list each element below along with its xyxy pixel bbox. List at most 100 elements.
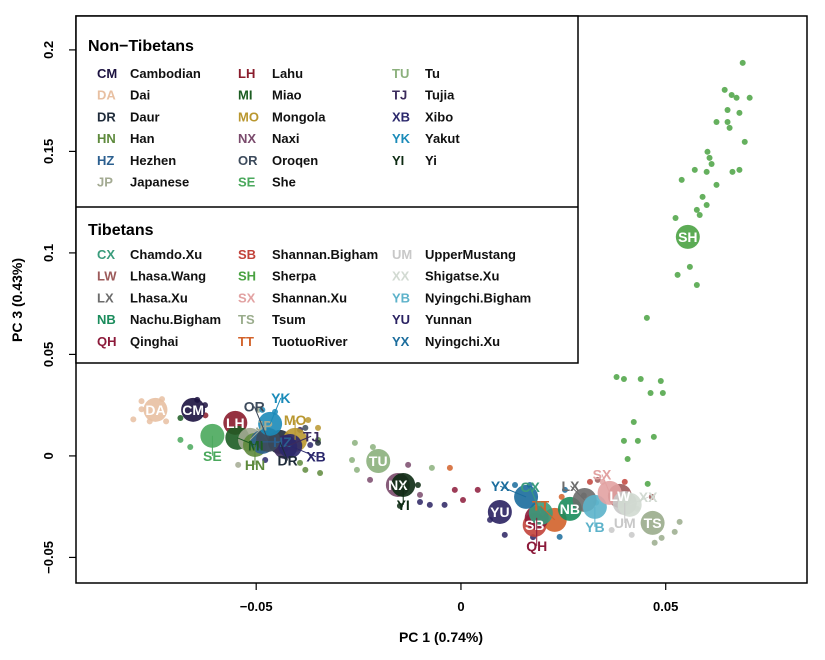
point-sh — [713, 118, 720, 125]
legend-item-sx: SX Shannan.Xu — [238, 290, 347, 305]
legend-item-tj: TJ Tujia — [392, 88, 455, 103]
point-yi — [396, 502, 403, 509]
centroid-label-yb: YB — [585, 506, 605, 535]
legend-item-tt: TT TuotuoRiver — [238, 334, 348, 349]
centroid-label-yk: YK — [269, 390, 291, 425]
leader-line — [601, 474, 611, 494]
legend-code: TS — [238, 312, 255, 327]
centroid-label-um: UM — [614, 503, 636, 531]
centroid-label-mi: MI — [237, 437, 264, 454]
point-sh — [650, 433, 657, 440]
point-da — [138, 406, 145, 413]
centroid-label: LW — [609, 488, 631, 504]
legend-item-or: OR Oroqen — [238, 153, 318, 168]
legend-code: YB — [392, 290, 410, 305]
y-tick-label: 0.2 — [41, 41, 56, 59]
leader-line — [629, 496, 649, 506]
centroid-label: LX — [562, 478, 581, 494]
legend-name: Oroqen — [272, 153, 318, 168]
point-ts — [651, 539, 658, 546]
centroid-label-ts: TS — [644, 515, 662, 531]
legend-name: Lhasa.Xu — [130, 290, 188, 305]
legend-name: Yunnan — [425, 312, 472, 327]
point-nx — [405, 461, 412, 468]
legend-code: DR — [97, 109, 116, 124]
legend-code: SH — [238, 269, 256, 284]
centroid-label-mo: MO — [284, 412, 306, 440]
legend-item-yk: YK Yakut — [392, 131, 460, 146]
centroid-label-se: SE — [203, 435, 222, 464]
legend-item-jp: JP Japanese — [97, 175, 189, 190]
leader-line — [570, 485, 585, 501]
centroid-label: OR — [244, 399, 265, 415]
legend-code: YI — [392, 153, 404, 168]
point-tt — [558, 493, 565, 500]
point-sh — [686, 263, 693, 270]
point-tu — [353, 466, 360, 473]
axes: −0.05 0 0.05 −0.05 0 0.05 0.1 0.15 0.2 — [41, 41, 678, 614]
legend-code: DA — [97, 88, 116, 103]
point-tt — [446, 464, 453, 471]
point-hn — [297, 459, 304, 466]
legend-code: XX — [392, 269, 410, 284]
centroid-sh — [675, 224, 700, 249]
point-sh — [678, 176, 685, 183]
point-sh — [620, 375, 627, 382]
point-sh — [728, 91, 735, 98]
point-sh — [704, 148, 711, 155]
legend-name: Tu — [425, 66, 440, 81]
legend-name: Lhasa.Wang — [130, 269, 206, 284]
legend-name: Qinghai — [130, 334, 178, 349]
point-sh — [706, 154, 713, 161]
legend-code: SE — [238, 175, 256, 190]
centroid-label: NX — [388, 477, 408, 493]
point-sh — [693, 206, 700, 213]
legend-item-dr: DR Daur — [97, 109, 160, 124]
point-jp — [235, 461, 242, 468]
point-mo — [305, 416, 312, 423]
point-tu — [428, 464, 435, 471]
legend-item-yx: YX Nyingchi.Xu — [392, 334, 500, 349]
point-sh — [721, 86, 728, 93]
leader-line — [289, 445, 317, 458]
x-tick-label: 0 — [457, 599, 464, 614]
centroid-label-xx: XX — [629, 489, 658, 506]
legend-code: UM — [392, 247, 412, 262]
point-yi — [414, 481, 421, 488]
centroid-label-cx: CX — [520, 479, 542, 514]
legend-name: Dai — [130, 88, 150, 103]
centroid-label: CM — [182, 402, 204, 418]
point-nx — [417, 491, 423, 498]
legend-item-ts: TS Tsum — [238, 312, 306, 327]
centroid-label-qh: QH — [526, 517, 547, 554]
leader-line — [253, 406, 269, 441]
legend-item-lw: LW Lhasa.Wang — [97, 269, 206, 284]
centroid-label-yi: YI — [397, 484, 410, 513]
point-qh — [474, 486, 481, 493]
legend-code: HZ — [97, 153, 114, 168]
legend-item-xx: XX Shigatse.Xu — [392, 269, 499, 284]
point-sh — [736, 166, 743, 173]
point-sh — [672, 214, 679, 221]
legend-code: YU — [392, 312, 410, 327]
point-sh — [693, 281, 700, 288]
legend-group-title: Tibetans — [88, 222, 154, 239]
centroid-label-sx: SX — [593, 466, 612, 494]
point-da — [130, 416, 137, 423]
legend-code: QH — [97, 334, 117, 349]
legend-code: XB — [392, 109, 410, 124]
centroid-label: TJ — [303, 428, 319, 444]
centroid-label-tj: TJ — [285, 428, 319, 448]
legend-item-hz: HZ Hezhen — [97, 153, 176, 168]
data-marks — [130, 59, 753, 546]
point-sh — [659, 389, 666, 396]
legend-code: TU — [392, 66, 409, 81]
point-yx — [556, 533, 563, 540]
centroid-cm — [181, 397, 206, 422]
point-sh — [696, 211, 703, 218]
legend-name: Lahu — [272, 66, 303, 81]
point-lw — [594, 476, 601, 483]
x-tick-label: −0.05 — [240, 599, 273, 614]
